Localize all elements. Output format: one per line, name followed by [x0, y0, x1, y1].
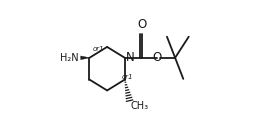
Text: or1: or1: [122, 74, 133, 80]
Text: N: N: [126, 51, 135, 64]
Text: or1: or1: [93, 46, 104, 52]
Polygon shape: [81, 56, 89, 60]
Text: O: O: [153, 51, 162, 64]
Text: H₂N: H₂N: [60, 52, 79, 63]
Text: O: O: [138, 18, 147, 31]
Text: CH₃: CH₃: [131, 101, 149, 111]
